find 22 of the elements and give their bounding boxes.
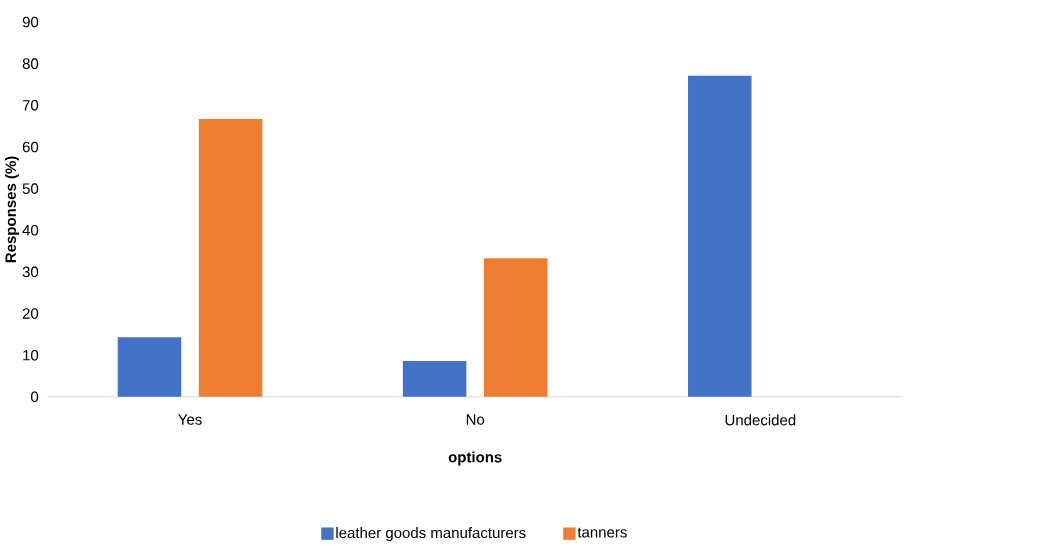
y-tick-label: 0 [31,391,39,403]
y-tick-label: 30 [22,266,39,278]
bar [117,337,182,397]
bar [402,361,467,397]
x-tick-label: Undecided [725,414,796,426]
x-axis-title: options [448,451,502,466]
legend-label: tanners [577,527,627,538]
y-tick-label: 20 [22,308,39,319]
y-axis-title: Responses (%) [5,156,19,263]
y-tick-label: 50 [22,183,39,194]
x-tick-label: No [466,414,485,425]
y-tick-label: 80 [22,58,39,70]
bar [198,119,263,397]
bar [484,258,548,397]
y-tick-label: 70 [22,100,39,111]
legend-label: leather goods manufacturers [336,527,526,542]
bar [688,75,752,397]
y-tick-label: 90 [22,16,39,28]
y-tick-label: 40 [22,225,39,236]
x-tick-label: Yes [178,414,202,425]
y-tick-label: 10 [23,349,39,361]
y-tick-label: 60 [22,141,39,153]
